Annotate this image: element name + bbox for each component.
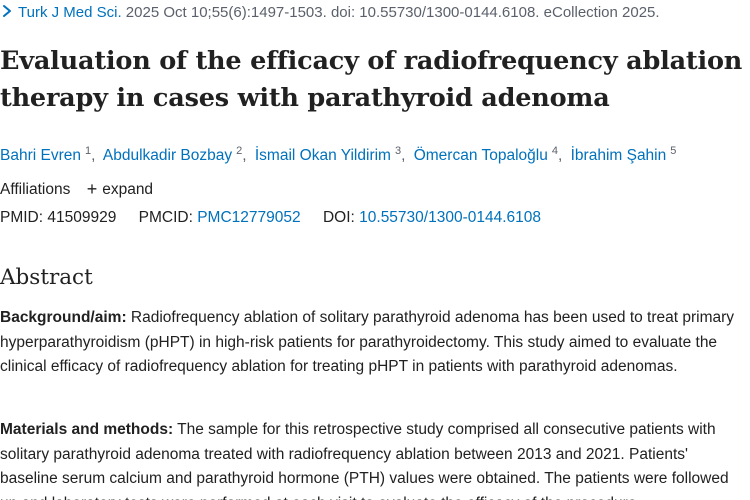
doi-group: DOI: 10.55730/1300-0144.6108 — [323, 209, 541, 226]
author-affiliation-number[interactable]: 3 — [394, 145, 402, 157]
pmid-group: PMID: 41509929 — [0, 209, 116, 226]
abstract-heading: Abstract — [0, 265, 93, 290]
plus-icon: + — [86, 179, 98, 199]
author-affiliation-number[interactable]: 4 — [551, 145, 558, 157]
author-separator: , — [242, 147, 247, 164]
pmid-value: 41509929 — [47, 209, 117, 226]
author-list: Bahri Evren 1, Abdulkadir Bozbay 2, İsmail… — [0, 140, 750, 167]
author-affiliation-number[interactable]: 2 — [236, 145, 243, 157]
author-affiliation-number[interactable]: 5 — [670, 145, 677, 157]
article-identifiers: PMID: 41509929 PMCID: PMC12779052 DOI: 1… — [0, 207, 559, 229]
citation-details: 2025 Oct 10;55(6):1497-1503. doi: 10.557… — [121, 4, 660, 21]
abstract-section-background: Background/aim: Radiofrequency ablation … — [0, 306, 750, 380]
author-link[interactable]: Ömercan Topaloğlu — [413, 147, 548, 164]
affiliations-row: Affiliations + expand — [0, 179, 153, 201]
pmcid-link[interactable]: PMC12779052 — [197, 209, 301, 226]
author-separator: , — [557, 147, 563, 164]
section-label: Background/aim: — [0, 309, 127, 326]
article-title: Evaluation of the efficacy of radiofrequ… — [0, 46, 743, 113]
abstract-section-methods: Materials and methods: The sample for th… — [0, 418, 750, 500]
expand-label: expand — [102, 181, 154, 198]
section-text: The sample for this retrospective study … — [0, 421, 729, 500]
author-link[interactable]: Bahri Evren — [0, 147, 81, 164]
author-link[interactable]: Abdulkadir Bozbay — [102, 147, 233, 164]
chevron-right-icon[interactable] — [0, 4, 14, 18]
section-label: Materials and methods: — [0, 421, 174, 438]
author-link[interactable]: İbrahim Şahin — [570, 147, 667, 164]
pmid-label: PMID: — [0, 209, 44, 226]
author-affiliation-number[interactable]: 1 — [84, 145, 92, 157]
pmcid-group: PMCID: PMC12779052 — [139, 209, 301, 226]
journal-link[interactable]: Turk J Med Sci. — [18, 4, 122, 21]
section-text: Radiofrequency ablation of solitary para… — [0, 309, 735, 375]
citation-line: Turk J Med Sci. 2025 Oct 10;55(6):1497-1… — [0, 3, 750, 23]
author-separator: , — [91, 147, 96, 164]
author-separator: , — [401, 147, 406, 164]
doi-link[interactable]: 10.55730/1300-0144.6108 — [359, 209, 542, 226]
affiliations-label: Affiliations — [0, 181, 71, 198]
doi-label: DOI: — [322, 209, 355, 226]
author-link[interactable]: İsmail Okan Yildirim — [254, 147, 391, 164]
pmcid-label: PMCID: — [138, 209, 193, 226]
affiliations-expand-button[interactable]: + expand — [87, 179, 153, 201]
